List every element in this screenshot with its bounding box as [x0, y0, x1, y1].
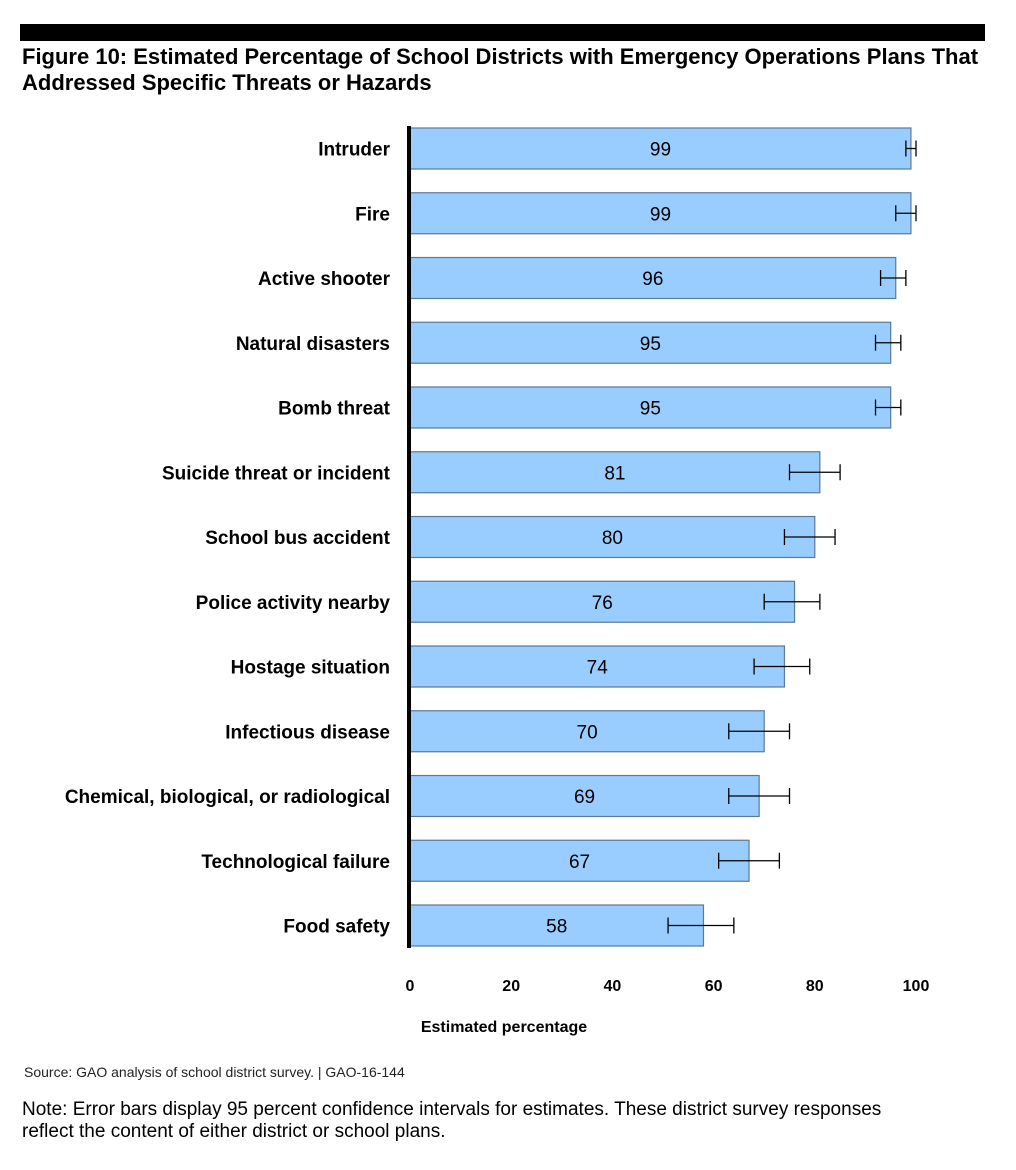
data-label: 81 [604, 463, 625, 484]
x-tick-label: 100 [903, 978, 930, 995]
error-bars-layer [667, 140, 917, 934]
data-label: 99 [650, 140, 671, 161]
category-label: Infectious disease [225, 722, 390, 743]
bar [409, 515, 816, 559]
bar [409, 451, 821, 494]
bar [409, 580, 796, 623]
category-label: Food safety [283, 917, 390, 938]
figure-title: Figure 10: Estimated Percentage of Schoo… [22, 44, 979, 95]
top-rule [20, 24, 985, 41]
data-label: 69 [574, 787, 595, 808]
category-label: Bomb threat [278, 399, 391, 420]
category-label: Suicide threat or incident [162, 463, 391, 484]
data-label: 96 [642, 269, 663, 290]
bar [409, 710, 765, 753]
data-label: 95 [640, 399, 661, 420]
bar [409, 386, 892, 429]
category-label: Active shooter [258, 269, 391, 290]
data-label: 67 [569, 852, 590, 873]
data-label: 70 [577, 722, 598, 743]
x-tick-label: 80 [806, 978, 824, 995]
bar [409, 192, 912, 235]
category-label: Hostage situation [231, 658, 390, 679]
footnote: Note: Error bars display 95 percent conf… [22, 1099, 882, 1142]
bars-layer [409, 127, 912, 947]
labels-layer: Intruder 99 Fire 99 Active shooter 96 Natural … [65, 140, 930, 996]
category-label: Chemical, biological, or radiological [65, 787, 390, 808]
data-label: 99 [650, 204, 671, 225]
category-label: Intruder [318, 140, 390, 161]
data-label: 80 [602, 528, 623, 549]
x-tick-label: 40 [604, 978, 622, 995]
x-axis-title: Estimated percentage [421, 1019, 587, 1036]
category-label: Police activity nearby [196, 593, 391, 614]
category-label: Natural disasters [236, 334, 390, 355]
bar [409, 256, 897, 300]
bar-chart: Intruder 99 Fire 99 Active shooter 96 Natural … [65, 126, 930, 1036]
data-label: 76 [592, 593, 613, 614]
bar [409, 774, 760, 818]
bar [409, 904, 705, 947]
data-label: 74 [587, 658, 609, 679]
bar [409, 839, 750, 882]
data-label: 58 [546, 917, 567, 938]
x-tick-label: 60 [705, 978, 723, 995]
data-label: 95 [640, 334, 661, 355]
category-label: Technological failure [201, 852, 390, 873]
x-tick-label: 0 [406, 978, 415, 995]
category-label: School bus accident [205, 528, 390, 549]
x-tick-label: 20 [502, 978, 520, 995]
category-label: Fire [355, 204, 390, 225]
bar [409, 321, 892, 364]
source-note: Source: GAO analysis of school district … [24, 1064, 405, 1080]
